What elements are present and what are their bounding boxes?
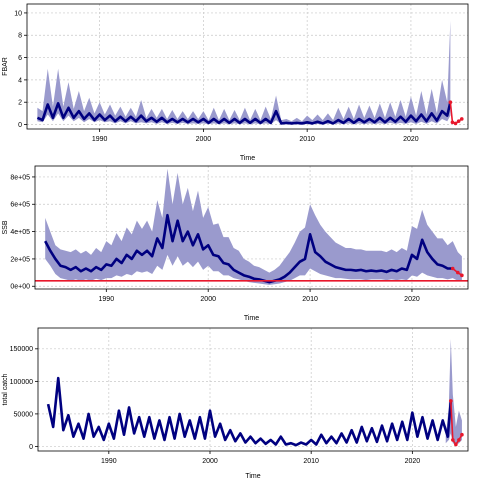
fbar-y-ticks: 0 2 4 6 8 10 bbox=[14, 10, 27, 129]
catch-grid bbox=[38, 328, 468, 451]
catch-forecast-point bbox=[460, 432, 464, 437]
catch-y-tick-label: 100000 bbox=[10, 379, 33, 386]
catch-y-tick-label: 50000 bbox=[14, 411, 34, 418]
ssb-x-tick-label: 2000 bbox=[200, 296, 216, 303]
ssb-y-tick-label: 4e+05 bbox=[10, 229, 30, 236]
catch-y-ticks: 0 50000 100000 150000 bbox=[10, 346, 38, 451]
fbar-x-tick-label: 2000 bbox=[196, 136, 212, 143]
panel-ssb: 1990 2000 2010 2020 0e+00 2e+05 4e+05 6e+05 8e+… bbox=[2, 165, 469, 322]
catch-plot-frame bbox=[37, 327, 469, 452]
fbar-y-axis-title: FBAR bbox=[2, 57, 9, 76]
catch-y-tick-label: 0 bbox=[29, 444, 33, 451]
fbar-x-tick-label: 1990 bbox=[92, 136, 108, 143]
catch-x-tick-label: 2000 bbox=[202, 458, 218, 465]
catch-forecast-point bbox=[451, 438, 455, 442]
ssb-y-tick-label: 8e+05 bbox=[10, 174, 30, 181]
fbar-uncertainty-band bbox=[37, 20, 451, 125]
ssb-forecast-point bbox=[460, 273, 464, 278]
catch-x-axis-title: Time bbox=[245, 473, 260, 480]
ssb-y-tick-label: 6e+05 bbox=[10, 202, 30, 209]
fbar-grid bbox=[27, 4, 468, 129]
fbar-x-tick-label: 2020 bbox=[403, 136, 419, 143]
fbar-forecast-point bbox=[450, 120, 455, 125]
fbar-y-tick-label: 0 bbox=[18, 122, 22, 129]
panel-fbar: 1990 2000 2010 2020 0 2 4 6 8 10 Time FBAR bbox=[2, 3, 469, 162]
catch-markers bbox=[449, 399, 464, 447]
catch-x-tick-label: 2020 bbox=[405, 458, 421, 465]
ssb-x-tick-label: 2020 bbox=[404, 296, 420, 303]
catch-forecast-point bbox=[449, 399, 453, 403]
catch-x-ticks: 1990 2000 2010 2020 bbox=[101, 451, 420, 465]
ssb-y-tick-label: 2e+05 bbox=[10, 256, 30, 263]
catch-x-tick-label: 1990 bbox=[101, 458, 117, 465]
ssb-x-axis-title: Time bbox=[244, 315, 259, 322]
fbar-median-line bbox=[36, 101, 452, 125]
ssb-forecast-point bbox=[456, 270, 460, 275]
catch-median-line bbox=[46, 376, 453, 447]
fbar-forecast-point bbox=[453, 121, 458, 126]
fbar-forecast-point bbox=[456, 119, 461, 123]
fbar-y-tick-label: 4 bbox=[18, 77, 22, 84]
catch-forecast-point bbox=[457, 438, 461, 442]
panel-catch: 1990 2000 2010 2020 0 50000 100000 150000 Time… bbox=[2, 327, 469, 480]
fbar-x-axis-title: Time bbox=[240, 155, 255, 162]
ssb-x-tick-label: 2010 bbox=[302, 296, 318, 303]
catch-x-tick-label: 2010 bbox=[303, 458, 319, 465]
fbar-x-ticks: 1990 2000 2010 2020 bbox=[92, 129, 419, 143]
fbar-forecast-point bbox=[459, 117, 464, 121]
fbar-forecast-point bbox=[448, 100, 453, 105]
fbar-x-tick-label: 2010 bbox=[299, 136, 315, 143]
ssb-markers bbox=[450, 266, 464, 278]
fbar-plot-frame bbox=[26, 3, 469, 130]
fbar-y-tick-label: 8 bbox=[18, 33, 22, 40]
ssb-median-line bbox=[44, 213, 453, 284]
catch-forecast-point bbox=[454, 442, 458, 447]
ssb-y-ticks: 0e+00 2e+05 4e+05 6e+05 8e+05 bbox=[10, 174, 35, 291]
fbar-markers bbox=[448, 100, 464, 126]
ssb-x-tick-label: 1990 bbox=[99, 296, 115, 303]
ssb-x-ticks: 1990 2000 2010 2020 bbox=[99, 289, 420, 303]
ssb-forecast-point bbox=[450, 266, 455, 271]
catch-y-tick-label: 150000 bbox=[10, 346, 33, 353]
fbar-y-tick-label: 2 bbox=[18, 100, 22, 107]
ssb-uncertainty-band bbox=[45, 168, 462, 285]
ssb-y-axis-title: SSB bbox=[2, 220, 9, 234]
catch-y-axis-title: total catch bbox=[2, 373, 9, 405]
ssb-plot-frame bbox=[34, 165, 469, 290]
fbar-y-tick-label: 6 bbox=[18, 55, 22, 62]
ssb-y-tick-label: 0e+00 bbox=[10, 284, 30, 291]
fbar-y-tick-label: 10 bbox=[14, 10, 22, 17]
